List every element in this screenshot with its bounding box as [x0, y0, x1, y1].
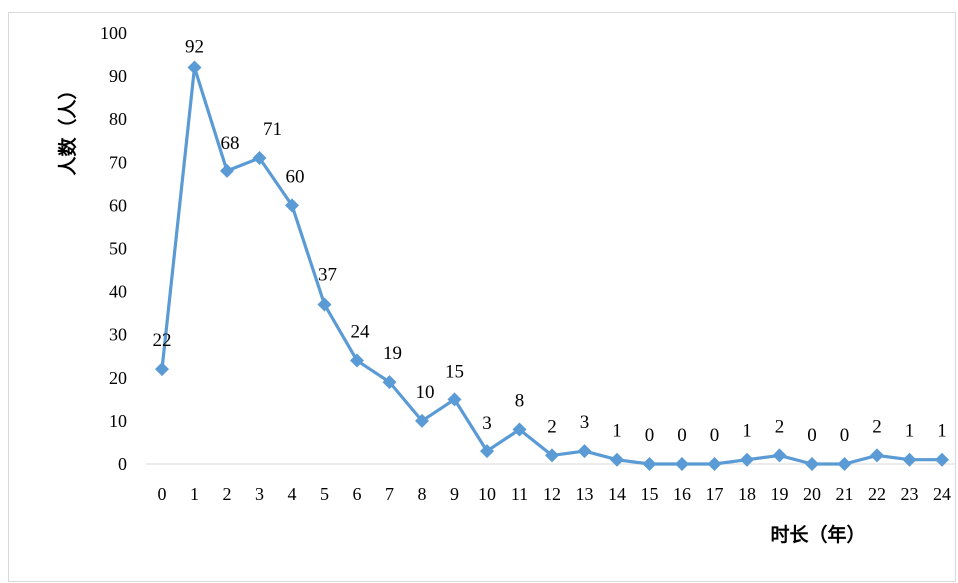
x-tick-label: 3 [255, 484, 264, 504]
x-tick-label: 13 [576, 484, 594, 504]
data-label: 0 [677, 425, 687, 446]
y-tick-label: 100 [100, 23, 127, 43]
data-label: 0 [807, 425, 817, 446]
x-tick-label: 20 [803, 484, 821, 504]
chart-frame [8, 12, 956, 582]
data-point-marker [577, 444, 592, 459]
data-label: 0 [840, 425, 850, 446]
data-point-marker [610, 452, 624, 467]
y-tick-label: 10 [109, 411, 127, 431]
x-tick-label: 5 [320, 484, 329, 504]
data-point-marker [415, 413, 429, 428]
data-label: 3 [482, 413, 492, 434]
data-point-marker [512, 422, 527, 437]
x-axis-ticks: 0 1 2 3 4 5 6 7 8 9 10 11 12 13 14 15 16 17 18 19 20 21 22 23 24 [158, 484, 952, 504]
data-label: 0 [645, 425, 655, 446]
x-tick-label: 12 [543, 484, 561, 504]
y-tick-label: 20 [109, 368, 127, 388]
x-tick-label: 16 [673, 484, 691, 504]
x-tick-label: 22 [868, 484, 886, 504]
x-tick-label: 6 [353, 484, 362, 504]
data-point-marker [545, 448, 559, 463]
data-point-marker [350, 353, 364, 368]
data-point-marker [675, 457, 689, 471]
data-point-marker [155, 362, 169, 377]
x-tick-label: 19 [771, 484, 789, 504]
data-label: 2 [872, 416, 882, 437]
data-label: 60 [286, 166, 305, 187]
y-axis-title: 人数（人） [56, 80, 79, 175]
data-label: 2 [775, 416, 785, 437]
data-point-marker [187, 60, 202, 75]
data-label: 37 [318, 265, 337, 286]
x-tick-label: 7 [385, 484, 394, 504]
x-tick-label: 10 [478, 484, 496, 504]
data-point-marker [382, 375, 397, 390]
data-label: 92 [185, 36, 204, 57]
data-label: 1 [742, 421, 752, 442]
data-label: 15 [445, 361, 464, 382]
data-point-marker [935, 452, 949, 467]
x-tick-label: 15 [641, 484, 659, 504]
x-tick-label: 23 [901, 484, 919, 504]
y-axis-ticks: 0 10 20 30 40 50 60 70 80 90 100 [100, 23, 127, 474]
data-label: 2 [547, 416, 557, 437]
x-tick-label: 2 [223, 484, 232, 504]
y-tick-label: 80 [109, 109, 127, 129]
y-tick-label: 30 [109, 325, 127, 345]
data-label: 1 [937, 421, 947, 442]
x-tick-label: 14 [608, 484, 626, 504]
x-tick-label: 9 [450, 484, 459, 504]
data-point-marker [642, 457, 657, 471]
data-point-marker [837, 457, 852, 471]
y-tick-label: 90 [109, 66, 127, 86]
data-label: 8 [515, 391, 525, 412]
x-tick-label: 1 [190, 484, 199, 504]
data-label: 10 [416, 382, 435, 403]
data-point-marker [805, 457, 819, 471]
data-label: 22 [153, 330, 172, 351]
data-point-marker [285, 198, 299, 213]
data-point-marker [902, 452, 917, 467]
data-point-marker [317, 297, 332, 312]
data-label: 1 [905, 421, 915, 442]
y-tick-label: 40 [109, 282, 127, 302]
data-label: 3 [580, 412, 590, 433]
y-tick-label: 50 [109, 239, 127, 259]
data-label: 19 [383, 343, 402, 364]
data-point-marker [480, 444, 494, 459]
y-tick-label: 0 [118, 454, 127, 474]
x-tick-label: 0 [158, 484, 167, 504]
data-label: 71 [263, 119, 282, 140]
data-point-marker [707, 457, 722, 471]
data-label: 0 [710, 425, 720, 446]
data-point-marker [447, 392, 462, 407]
data-label: 1 [612, 421, 622, 442]
x-tick-label: 8 [418, 484, 427, 504]
y-tick-label: 60 [109, 195, 127, 215]
x-tick-label: 24 [933, 484, 951, 504]
x-tick-label: 17 [706, 484, 724, 504]
series-line [155, 60, 949, 471]
y-tick-label: 70 [109, 152, 127, 172]
data-point-marker [870, 448, 884, 463]
data-point-marker [252, 150, 267, 165]
x-tick-label: 18 [738, 484, 756, 504]
data-label: 24 [351, 322, 371, 343]
data-point-marker [740, 452, 754, 467]
data-point-marker [220, 163, 234, 178]
x-tick-label: 21 [836, 484, 854, 504]
x-tick-label: 11 [511, 484, 528, 504]
x-tick-label: 4 [288, 484, 297, 504]
x-axis-title: 时长（年） [770, 523, 865, 546]
data-point-marker [772, 448, 787, 463]
data-label: 68 [221, 133, 240, 154]
